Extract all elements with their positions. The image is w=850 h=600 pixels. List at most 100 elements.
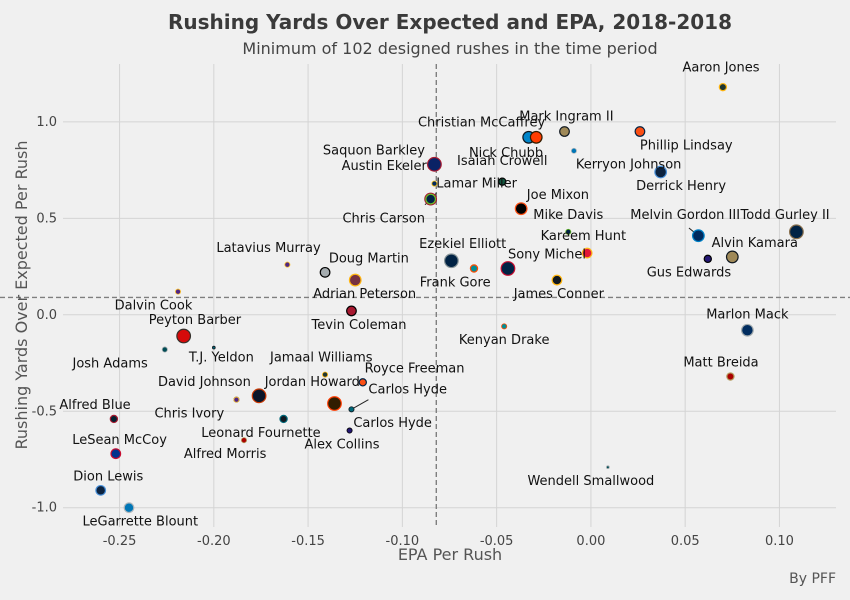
data-point-t-j-yeldon (212, 345, 216, 350)
credit-text: By PFF (789, 571, 836, 587)
point-label: James Conner (513, 287, 605, 302)
data-point-jordan-howard (251, 388, 267, 404)
data-point-chris-ivory (233, 396, 240, 403)
data-point-kerryon-johnson (570, 147, 577, 154)
point-label: Jordan Howard (264, 375, 360, 390)
point-label: Royce Freeman (365, 361, 465, 376)
point-label: Matt Breida (683, 356, 758, 371)
point-label: Todd Gurley II (740, 208, 830, 223)
data-point-nick-chubb (529, 130, 543, 144)
point-label: Saquon Barkley (323, 143, 425, 158)
point-label: Sony Michel (508, 248, 586, 263)
data-point-todd-gurley-ii (789, 224, 804, 240)
y-axis-label: Rushing Yards Over Expected Per Rush (12, 141, 31, 450)
x-tick-label: -0.25 (103, 534, 137, 549)
data-point-alfred-blue (109, 414, 119, 424)
data-point-derrick-henry (654, 165, 668, 179)
data-point-sony-michel (500, 261, 516, 276)
tick-labels: -0.25 -0.20 -0.15 -0.10 -0.05 0.00 0.05 0.10 -1.… (32, 115, 794, 549)
data-point-carlos-hyde (348, 406, 355, 413)
reference-lines (0, 64, 850, 527)
point-label: Derrick Henry (636, 179, 726, 194)
point-label: LeGarrette Blount (82, 515, 198, 530)
point-label: Alfred Morris (184, 447, 267, 462)
point-label: Jamaal Williams (269, 351, 373, 366)
data-point-aaron-jones (718, 82, 728, 92)
data-point-ezekiel-elliott (443, 253, 459, 269)
x-tick-label: -0.20 (197, 534, 231, 549)
data-point-leonard-fournette (279, 414, 288, 424)
data-point-austin-ekeler (431, 180, 438, 187)
x-axis-label: EPA Per Rush (398, 545, 502, 564)
point-label: Aaron Jones (682, 60, 759, 75)
x-tick-label: 0.10 (765, 534, 794, 549)
point-label: Mike Davis (533, 208, 603, 223)
point-label: Alfred Blue (59, 398, 130, 413)
data-point-gus-edwards (703, 254, 712, 264)
data-point-matt-breida (726, 372, 735, 381)
data-point-melvin-gordon-iii (691, 229, 705, 243)
point-label: Kareem Hunt (541, 229, 626, 244)
y-tick-label: 1.0 (36, 115, 57, 130)
data-point-jamaal-williams (322, 371, 329, 378)
data-point-wendell-smallwood (606, 465, 610, 469)
point-label: Ezekiel Elliott (419, 237, 506, 252)
point-label: Joe Mixon (526, 188, 589, 203)
point-label: Gus Edwards (647, 266, 732, 281)
x-tick-label: -0.10 (386, 534, 420, 549)
y-tick-label: -1.0 (32, 501, 57, 516)
data-point-mike-davis (565, 228, 572, 235)
point-label: David Johnson (158, 375, 251, 390)
point-label: Frank Gore (420, 275, 491, 290)
point-label: Alex Collins (305, 437, 380, 452)
point-label: Melvin Gordon III (630, 208, 740, 223)
point-label: Christian McCaffrey (418, 115, 546, 130)
point-label: T.J. Yeldon (188, 351, 254, 366)
data-points (95, 82, 804, 514)
data-point-lesean-mccoy (110, 448, 122, 460)
data-point-royce-freeman (358, 378, 367, 387)
point-label: Dion Lewis (73, 469, 143, 484)
point-label: Marlon Mack (706, 307, 789, 322)
data-point-kareem-hunt (581, 247, 593, 259)
x-tick-label: -0.05 (480, 534, 514, 549)
data-point-alfred-morris (240, 437, 247, 444)
y-tick-label: 0.5 (36, 211, 57, 226)
y-tick-label: -0.5 (32, 404, 57, 419)
point-label: Wendell Smallwood (527, 474, 654, 489)
point-label: Kerryon Johnson (576, 158, 682, 173)
data-point-chris-carson (425, 193, 437, 205)
point-label: LeSean McCoy (72, 433, 167, 448)
point-label: Leonard Fournette (201, 426, 320, 441)
data-point-legarrette-blount (123, 502, 135, 514)
data-point-latavius-murray (284, 261, 291, 268)
chart-subtitle: Minimum of 102 designed rushes in the ti… (242, 39, 657, 58)
grid-lines (63, 64, 836, 527)
point-label: Mark Ingram II (519, 110, 613, 125)
point-label: Chris Carson (342, 212, 425, 227)
x-tick-label: -0.15 (291, 534, 325, 549)
x-tick-label: 0.00 (576, 534, 605, 549)
point-label: Chris Ivory (154, 407, 224, 422)
chart-title: Rushing Yards Over Expected and EPA, 201… (168, 10, 732, 34)
data-point-marlon-mack (740, 323, 754, 337)
point-label: Phillip Lindsay (640, 138, 733, 153)
y-tick-label: 0.0 (36, 308, 57, 323)
point-label: Lamar Miller (436, 176, 517, 191)
point-label: Peyton Barber (149, 313, 242, 328)
point-label: Adrian Peterson (313, 287, 416, 302)
point-label: Isaiah Crowell (457, 154, 547, 169)
data-point-isaiah-crowell (498, 177, 507, 186)
data-point-frank-gore (469, 264, 479, 273)
data-point-adrian-peterson (348, 273, 362, 287)
leader-line (351, 399, 369, 410)
point-label: Latavius Murray (216, 241, 321, 256)
point-label: Nick Chubb (469, 146, 543, 161)
point-label: Josh Adams (72, 356, 148, 371)
point-label: Doug Martin (329, 251, 409, 266)
point-label: Carlos Hyde (353, 416, 432, 431)
data-point-dalvin-cook (175, 288, 182, 295)
data-point-carlos-hyde (327, 396, 342, 411)
